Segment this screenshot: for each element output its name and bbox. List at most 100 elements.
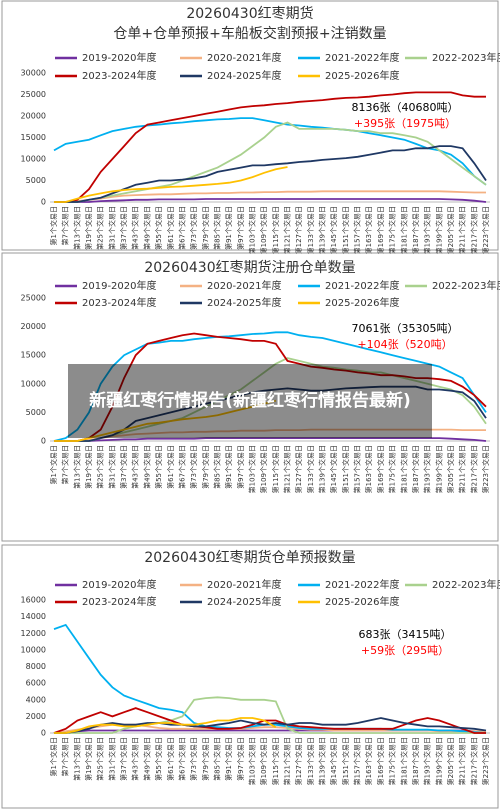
x-tick-label: 第49个交易日	[142, 206, 151, 250]
y-tick-label: 10000	[21, 379, 46, 388]
x-tick-label: 第103个交易日	[247, 445, 256, 493]
y-tick-label: 15000	[21, 133, 46, 142]
x-tick-label: 第217个交易日	[469, 737, 478, 785]
x-tick-label: 第73个交易日	[189, 206, 198, 250]
x-tick-label: 第181个交易日	[399, 737, 408, 785]
x-tick-label: 第151个交易日	[341, 737, 350, 785]
x-tick-label: 第121个交易日	[283, 206, 292, 254]
y-tick-label: 20000	[21, 112, 46, 121]
legend-label: 2021-2022年度	[325, 51, 400, 64]
x-tick-label: 第115个交易日	[271, 445, 280, 493]
x-tick-label: 第193个交易日	[423, 206, 432, 254]
x-tick-label: 第127个交易日	[294, 737, 303, 785]
series-line	[53, 623, 487, 734]
x-tick-label: 第139个交易日	[318, 737, 327, 785]
x-tick-label: 第43个交易日	[131, 445, 140, 489]
x-tick-label: 第13个交易日	[72, 206, 81, 250]
x-tick-label: 第55个交易日	[154, 737, 163, 781]
x-tick-label: 第211个交易日	[458, 206, 467, 254]
series-line	[54, 91, 486, 203]
panel	[1, 0, 499, 251]
x-tick-label: 第121个交易日	[283, 737, 292, 785]
annotation: +104张（520吨）	[357, 338, 452, 351]
series-line	[54, 428, 486, 442]
x-tick-label: 第145个交易日	[329, 206, 338, 254]
x-tick-label: 第1个交易日	[49, 445, 58, 484]
x-tick-label: 第37个交易日	[119, 445, 128, 489]
banner: 新疆红枣行情报告(新疆红枣行情报告最新)	[68, 364, 432, 438]
x-tick-label: 第217个交易日	[469, 206, 478, 254]
x-tick-label: 第181个交易日	[399, 445, 408, 493]
x-tick-label: 第13个交易日	[72, 445, 81, 489]
x-tick-label: 第205个交易日	[446, 445, 455, 493]
x-tick-label: 第121个交易日	[283, 445, 292, 493]
x-tick-label: 第187个交易日	[411, 206, 420, 254]
x-tick-label: 第49个交易日	[142, 445, 151, 489]
y-tick-label: 5000	[26, 408, 46, 417]
series-line	[54, 437, 487, 442]
x-tick-label: 第91个交易日	[224, 737, 233, 781]
x-tick-label: 第97个交易日	[236, 737, 245, 781]
annotation: +59张（295吨）	[361, 644, 449, 657]
x-tick-label: 第37个交易日	[119, 737, 128, 781]
x-tick-label: 第109个交易日	[259, 445, 268, 493]
y-tick-label: 16000	[21, 596, 46, 605]
x-tick-label: 第163个交易日	[364, 737, 373, 785]
x-tick-label: 第67个交易日	[177, 445, 186, 489]
legend-label: 2022-2023年度	[432, 279, 500, 292]
y-tick-label: 25000	[21, 90, 46, 99]
legend-label: 2020-2021年度	[207, 279, 282, 292]
x-tick-label: 第109个交易日	[259, 737, 268, 785]
legend-label: 2021-2022年度	[325, 578, 400, 591]
x-tick-label: 第223个交易日	[481, 206, 490, 254]
annotation: 7061张（35305吨）	[352, 322, 459, 335]
y-tick-label: 0	[41, 729, 46, 738]
series-line	[54, 145, 487, 203]
x-tick-label: 第193个交易日	[423, 737, 432, 785]
legend-label: 2019-2020年度	[82, 578, 157, 591]
x-tick-label: 第169个交易日	[376, 737, 385, 785]
x-tick-label: 第175个交易日	[388, 737, 397, 785]
x-tick-label: 第199个交易日	[434, 737, 443, 785]
x-tick-label: 第91个交易日	[224, 206, 233, 250]
legend-label: 2020-2021年度	[207, 578, 282, 591]
y-tick-label: 25000	[21, 294, 46, 303]
series-line	[54, 190, 486, 203]
x-tick-label: 第133个交易日	[306, 206, 315, 254]
legend-label: 2020-2021年度	[207, 51, 282, 64]
x-tick-label: 第115个交易日	[271, 206, 280, 254]
legend-label: 2021-2022年度	[325, 279, 400, 292]
x-tick-label: 第37个交易日	[119, 206, 128, 250]
series-line	[53, 117, 487, 186]
x-tick-label: 第67个交易日	[177, 737, 186, 781]
x-tick-label: 第7个交易日	[61, 737, 70, 776]
x-tick-label: 第61个交易日	[166, 445, 175, 489]
legend-label: 2024-2025年度	[207, 296, 282, 309]
x-tick-label: 第73个交易日	[189, 737, 198, 781]
annotation: 683张（3415吨）	[359, 628, 452, 641]
legend-label: 2024-2025年度	[207, 595, 282, 608]
banner-text: 新疆红枣行情报告(新疆红枣行情报告最新)	[89, 390, 411, 411]
x-tick-label: 第103个交易日	[247, 737, 256, 785]
y-tick-label: 4000	[26, 695, 46, 704]
x-tick-label: 第19个交易日	[84, 206, 93, 250]
x-tick-label: 第139个交易日	[318, 445, 327, 493]
x-tick-label: 第97个交易日	[236, 206, 245, 250]
x-tick-label: 第55个交易日	[154, 206, 163, 250]
series-line	[54, 385, 487, 442]
y-tick-label: 5000	[26, 176, 46, 185]
series-line	[54, 399, 277, 442]
x-tick-label: 第199个交易日	[434, 206, 443, 254]
x-tick-label: 第133个交易日	[306, 445, 315, 493]
y-tick-label: 8000	[26, 662, 46, 671]
x-tick-label: 第175个交易日	[388, 445, 397, 493]
legend-label: 2025-2026年度	[325, 69, 400, 82]
series-line	[54, 166, 288, 203]
chart-title: 20260430红枣期货注册仓单数量	[144, 259, 355, 276]
y-tick-label: 6000	[26, 679, 46, 688]
series-line	[54, 696, 486, 734]
legend-label: 2019-2020年度	[82, 279, 157, 292]
x-tick-label: 第187个交易日	[411, 445, 420, 493]
series-line	[53, 707, 486, 734]
x-tick-label: 第139个交易日	[318, 206, 327, 254]
